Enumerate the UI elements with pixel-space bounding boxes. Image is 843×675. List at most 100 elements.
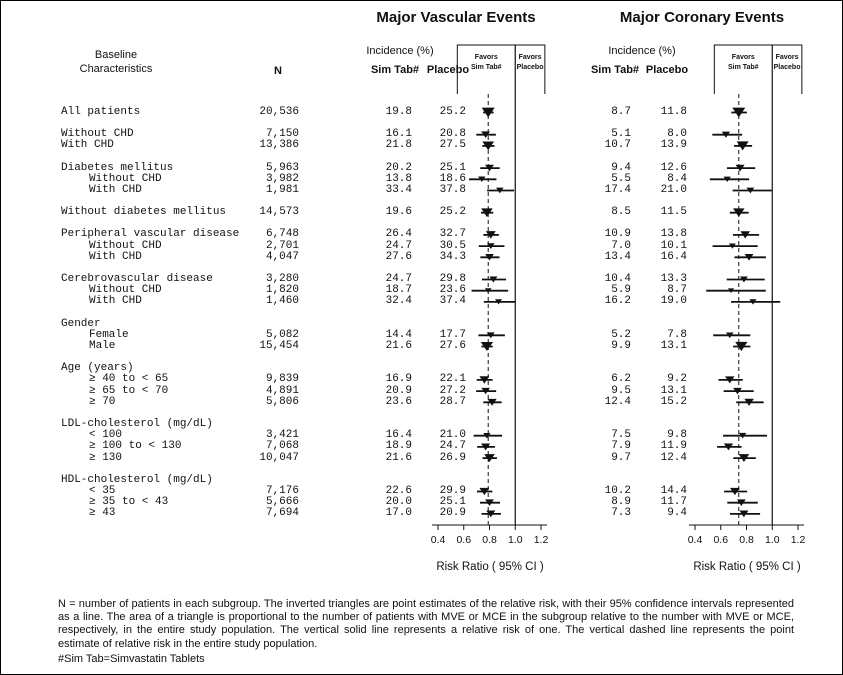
row-n: 13,386 bbox=[259, 139, 299, 152]
table-row: All patients 20,536 19.8 25.2 8.7 11.8 bbox=[1, 106, 842, 118]
mve-sim-incidence: 27.6 bbox=[385, 250, 412, 263]
mce-placebo-incidence: 7.8 bbox=[667, 328, 687, 341]
mve-placebo-incidence: 29.9 bbox=[439, 485, 466, 497]
row-n: 7,176 bbox=[265, 485, 299, 497]
mce-sim-incidence: 9.4 bbox=[611, 161, 631, 174]
row-label: Female bbox=[89, 328, 129, 341]
mce-placebo-incidence: 13.1 bbox=[660, 340, 687, 352]
panel-title-mve: Major Vascular Events bbox=[376, 9, 536, 26]
mce-placebo-incidence: 9.4 bbox=[667, 507, 687, 520]
table-row: With CHD 1,460 32.4 37.4 16.2 19.0 bbox=[1, 295, 842, 308]
mce-sim-incidence: 8.5 bbox=[611, 206, 631, 219]
group-header-row: Age (years) bbox=[1, 363, 842, 374]
mve-placebo-incidence: 28.7 bbox=[439, 395, 466, 408]
mce-sim-incidence: 6.2 bbox=[611, 373, 631, 386]
table-row: Female 5,082 14.4 17.7 5.2 7.8 bbox=[1, 328, 842, 341]
mce-sim-incidence: 7.3 bbox=[611, 507, 631, 520]
baseline-header-line2: Characteristics bbox=[79, 63, 153, 75]
mve-sim-incidence: 24.7 bbox=[385, 273, 412, 285]
table-row: ≥ 65 to < 70 4,891 20.9 27.2 9.5 13.1 bbox=[1, 384, 842, 397]
mce-sim-incidence: 10.9 bbox=[604, 228, 631, 241]
risk-ratio-axis-label-mve: Risk Ratio ( 95% CI ) bbox=[436, 561, 544, 573]
row-n: 5,666 bbox=[265, 496, 299, 509]
mce-sim-incidence: 9.9 bbox=[611, 340, 631, 352]
mve-placebo-incidence: 17.7 bbox=[439, 328, 466, 341]
mve-sim-incidence: 21.6 bbox=[385, 451, 412, 464]
mve-sim-incidence: 17.0 bbox=[385, 507, 412, 520]
table-row: Without CHD 2,701 24.7 30.5 7.0 10.1 bbox=[1, 239, 842, 252]
mce-sim-incidence: 5.9 bbox=[611, 284, 631, 297]
row-label: Without diabetes mellitus bbox=[61, 206, 227, 219]
mce-sim-incidence: 5.5 bbox=[611, 172, 631, 185]
mve-sim-incidence: 32.4 bbox=[385, 295, 412, 308]
mce-placebo-incidence: 8.0 bbox=[667, 128, 687, 141]
mce-placebo-incidence: 8.4 bbox=[667, 172, 687, 185]
mve-sim-incidence: 19.6 bbox=[385, 206, 412, 219]
mce-placebo-incidence: 9.8 bbox=[667, 429, 687, 442]
mce-placebo-incidence: 21.0 bbox=[660, 184, 687, 196]
mce-sim-incidence: 7.5 bbox=[611, 429, 631, 442]
mve-sim-incidence: 19.8 bbox=[385, 106, 412, 118]
mce-sim-incidence: 16.2 bbox=[604, 295, 631, 308]
row-label: ≥ 130 bbox=[89, 451, 123, 464]
table-row: ≥ 40 to < 65 9,839 16.9 22.1 6.2 9.2 bbox=[1, 373, 842, 386]
row-label: ≥ 43 bbox=[89, 507, 116, 520]
mce-placebo-incidence: 9.2 bbox=[667, 373, 687, 386]
row-n: 10,047 bbox=[259, 451, 299, 464]
mve-sim-incidence: 16.9 bbox=[385, 373, 412, 386]
incidence-header-mce: Incidence (%) bbox=[608, 45, 676, 57]
mve-sim-incidence: 20.0 bbox=[385, 496, 412, 509]
row-n: 5,082 bbox=[265, 328, 299, 341]
row-label: All patients bbox=[61, 106, 141, 118]
mve-placebo-incidence: 20.8 bbox=[439, 128, 466, 141]
mve-sim-incidence: 16.4 bbox=[385, 429, 412, 442]
row-label: With CHD bbox=[61, 139, 114, 152]
mve-placebo-incidence: 37.4 bbox=[439, 295, 466, 308]
table-row: ≥ 130 10,047 21.6 26.9 9.7 12.4 bbox=[1, 451, 842, 464]
mce-placebo-incidence: 19.0 bbox=[660, 295, 687, 308]
mce-sim-incidence: 10.7 bbox=[604, 139, 631, 152]
mve-sim-incidence: 21.6 bbox=[385, 340, 412, 352]
mce-sim-incidence: 12.4 bbox=[604, 395, 631, 408]
mce-placebo-incidence: 15.2 bbox=[660, 395, 687, 408]
mce-placebo-incidence: 10.1 bbox=[660, 239, 687, 252]
mve-placebo-incidence: 22.1 bbox=[439, 373, 466, 386]
mce-placebo-incidence: 12.4 bbox=[660, 451, 687, 464]
group-header-row: LDL-cholesterol (mg/dL) bbox=[1, 419, 842, 430]
mve-sim-incidence: 22.6 bbox=[385, 485, 412, 497]
footnote: N = number of patients in each subgroup.… bbox=[58, 598, 794, 650]
table-row: Male 15,454 21.6 27.6 9.9 13.1 bbox=[1, 340, 842, 352]
table-row: < 100 3,421 16.4 21.0 7.5 9.8 bbox=[1, 429, 842, 442]
table-row: ≥ 70 5,806 23.6 28.7 12.4 15.2 bbox=[1, 395, 842, 408]
row-n: 3,421 bbox=[265, 429, 299, 442]
row-label: Gender bbox=[61, 317, 101, 330]
mve-placebo-incidence: 27.2 bbox=[439, 384, 466, 397]
mce-sim-incidence: 17.4 bbox=[604, 184, 631, 196]
mce-placebo-incidence: 11.5 bbox=[660, 206, 687, 219]
mce-placebo-incidence: 16.4 bbox=[660, 250, 687, 263]
mce-placebo-incidence: 11.9 bbox=[660, 440, 687, 453]
mve-placebo-incidence: 27.5 bbox=[439, 139, 466, 152]
mce-sim-incidence: 10.4 bbox=[604, 273, 631, 285]
row-label: ≥ 65 to < 70 bbox=[89, 384, 169, 397]
mve-placebo-incidence: 25.2 bbox=[439, 206, 466, 219]
panel-title-mce: Major Coronary Events bbox=[619, 9, 785, 26]
table-row: ≥ 100 to < 130 7,068 18.9 24.7 7.9 11.9 bbox=[1, 440, 842, 453]
mve-placebo-incidence: 20.9 bbox=[439, 507, 466, 520]
mce-placebo-incidence: 12.6 bbox=[660, 161, 687, 174]
mce-placebo-incidence: 13.1 bbox=[660, 384, 687, 397]
row-label: ≥ 35 to < 43 bbox=[89, 496, 169, 509]
table-row: Diabetes mellitus 5,963 20.2 25.1 9.4 12.6 bbox=[1, 161, 842, 174]
row-label: < 100 bbox=[89, 429, 123, 442]
row-n: 7,150 bbox=[265, 128, 299, 141]
row-n: 4,047 bbox=[265, 250, 299, 263]
mve-placebo-incidence: 18.6 bbox=[439, 172, 466, 185]
mce-sim-incidence: 9.5 bbox=[611, 384, 631, 397]
table-row: < 35 7,176 22.6 29.9 10.2 14.4 bbox=[1, 485, 842, 497]
mve-sim-incidence: 23.6 bbox=[385, 395, 412, 408]
mce-placebo-incidence: 13.9 bbox=[660, 139, 687, 152]
table-row: With CHD 4,047 27.6 34.3 13.4 16.4 bbox=[1, 250, 842, 263]
row-label: Without CHD bbox=[89, 172, 162, 185]
